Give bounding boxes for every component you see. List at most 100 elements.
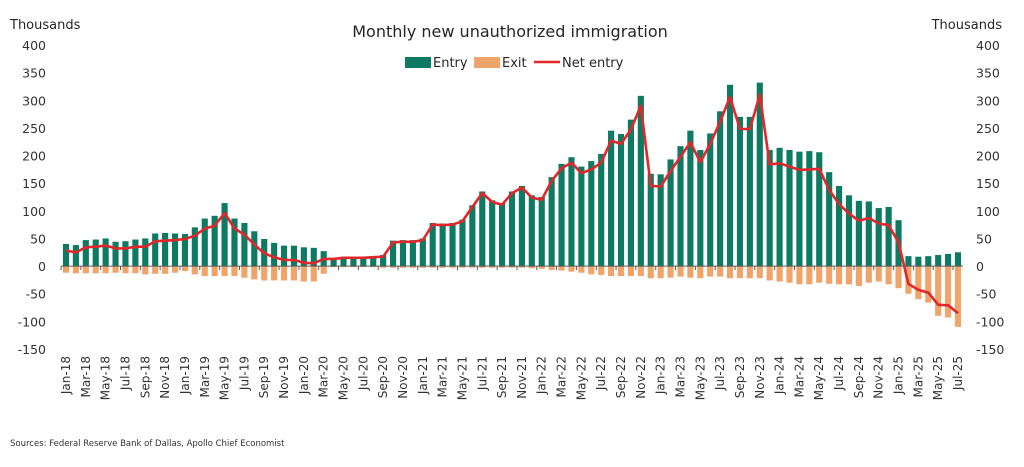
bar-exit	[261, 266, 268, 281]
bar-exit	[419, 266, 426, 268]
bar-entry	[72, 245, 79, 267]
bar-exit	[845, 266, 853, 285]
bar-entry	[885, 206, 892, 267]
x-tick-label: Mar-22	[555, 356, 569, 397]
bar-exit	[280, 266, 288, 281]
bar-entry	[419, 238, 426, 267]
x-tick-label: May-20	[337, 356, 351, 400]
x-tick-label: Mar-19	[198, 356, 212, 397]
bar-exit	[152, 266, 159, 274]
y-tick-label-left: 200	[22, 149, 46, 164]
y-tick-label-left: -150	[18, 342, 46, 357]
bar-entry	[637, 95, 644, 267]
bar-entry	[796, 151, 803, 267]
bar-exit	[201, 266, 208, 277]
bar-exit	[885, 266, 892, 285]
bar-exit	[637, 266, 644, 277]
y-tick-label-left: 50	[30, 231, 46, 246]
bar-exit	[518, 266, 525, 268]
bar-entry	[855, 200, 862, 267]
bar-entry	[508, 191, 516, 267]
bar-entry	[746, 116, 753, 267]
bar-entry	[82, 240, 89, 267]
bar-entry	[697, 150, 704, 267]
legend-label-entry: Entry	[433, 56, 468, 71]
y-tick-label-right: 400	[976, 38, 1000, 53]
bar-exit	[320, 266, 327, 274]
bar-exit	[578, 266, 585, 273]
bar-entry	[290, 245, 298, 267]
bar-entry	[439, 223, 446, 267]
x-axis-labels: Jan-18 Mar-18 May-18 Jul-18 Sep-18 Nov-18 Jan-…	[59, 356, 965, 400]
bar-entry	[925, 256, 932, 267]
x-tick-label: Jul-23	[713, 356, 727, 391]
y-tick-label-left: 0	[38, 259, 46, 274]
source-note: Sources: Federal Reserve Bank of Dallas,…	[10, 439, 285, 449]
bar-entry	[360, 256, 367, 267]
y-tick-label-right: 300	[976, 93, 1000, 108]
y-tick-label-right: 250	[976, 121, 1000, 136]
y-tick-label-left: 350	[22, 66, 46, 81]
bar-exit	[459, 266, 466, 268]
bar-exit	[300, 266, 307, 282]
bar-entry	[667, 159, 674, 267]
x-tick-label: Jan-25	[892, 356, 906, 395]
bar-exit	[568, 266, 575, 272]
y-tick-label-right: -150	[976, 342, 1004, 357]
bar-exit	[62, 266, 70, 273]
bar-entry	[806, 151, 813, 267]
x-tick-label: May-25	[931, 356, 945, 400]
bar-entry	[152, 233, 159, 267]
bar-entry	[875, 208, 882, 267]
bar-exit	[380, 266, 387, 268]
bar-entry	[598, 153, 605, 267]
bar-exit	[736, 266, 744, 279]
bar-exit	[657, 266, 664, 279]
x-tick-label: Jan-24	[773, 356, 787, 395]
bar-entry	[845, 195, 853, 267]
x-tick-label: Mar-23	[673, 356, 687, 397]
bar-entry	[162, 232, 169, 267]
bar-exit	[132, 266, 139, 274]
legend-swatch-exit	[474, 57, 500, 68]
bar-exit	[449, 266, 456, 268]
x-tick-label: Nov-20	[396, 356, 410, 399]
series-exit	[62, 266, 962, 327]
series-net-entry-line	[65, 93, 959, 315]
bar-exit	[647, 266, 654, 279]
bar-entry	[617, 133, 625, 267]
bar-exit	[479, 266, 486, 268]
x-tick-label: Mar-20	[317, 356, 331, 397]
bar-entry	[499, 203, 506, 267]
bar-entry	[370, 256, 377, 267]
bar-exit	[806, 266, 813, 285]
y-axis-right-label: Thousands	[931, 18, 1003, 33]
bar-exit	[608, 266, 615, 277]
bar-exit	[290, 266, 298, 281]
x-tick-label: Mar-18	[79, 356, 93, 397]
bar-exit	[489, 266, 496, 268]
bar-entry	[548, 177, 555, 267]
bar-entry	[826, 172, 833, 267]
bar-entry	[211, 215, 218, 267]
bar-entry	[905, 256, 912, 267]
x-tick-label: Sep-18	[138, 356, 152, 398]
x-tick-label: Sep-21	[495, 356, 509, 398]
x-tick-label: Jul-22	[594, 356, 608, 391]
bar-exit	[181, 266, 189, 272]
bar-entry	[816, 152, 823, 267]
bar-entry	[122, 241, 129, 267]
bar-exit	[726, 266, 734, 279]
bar-entry	[409, 240, 416, 267]
bar-entry	[558, 163, 565, 267]
x-tick-label: Jul-25	[951, 356, 965, 391]
x-tick-label: Nov-23	[753, 356, 767, 399]
bar-exit	[954, 266, 962, 327]
bar-entry	[62, 243, 70, 267]
bar-exit	[707, 266, 714, 277]
bar-exit	[895, 266, 902, 289]
y-tick-label-right: 350	[976, 66, 1000, 81]
bar-exit	[389, 266, 397, 268]
bar-entry	[201, 218, 208, 267]
bar-exit	[370, 266, 377, 268]
